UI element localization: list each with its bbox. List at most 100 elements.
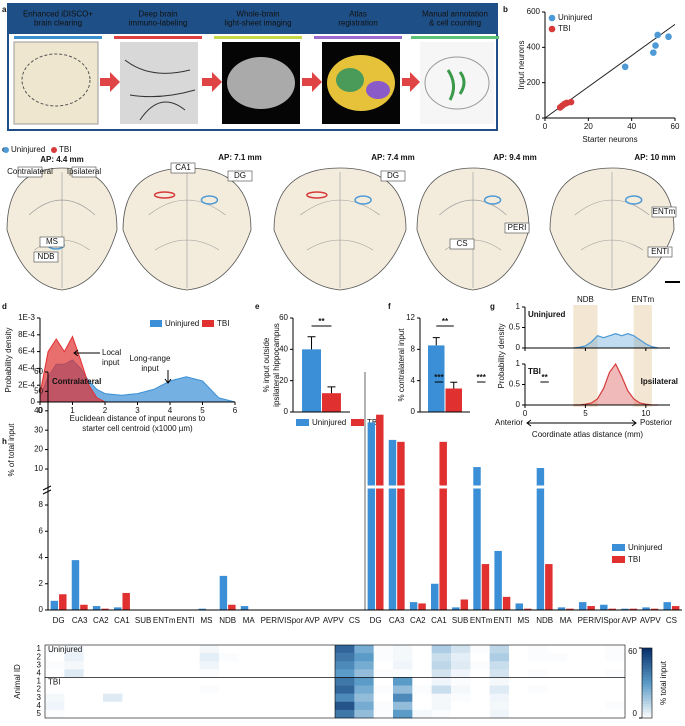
- heatmap-cell: [122, 669, 142, 678]
- heatmap-cell: [470, 685, 490, 694]
- bar: [587, 606, 595, 610]
- heatmap-cell: [431, 661, 452, 670]
- heatmap-cell: [296, 661, 316, 670]
- heatmap-cell: [257, 709, 278, 719]
- heatmap-cell: [412, 693, 432, 703]
- heatmap-cell: [412, 685, 432, 694]
- heatmap-cell: [431, 701, 452, 711]
- region-label: NDB: [577, 295, 594, 304]
- heatmap-cell: [180, 701, 200, 711]
- x-tick-label: DG: [370, 616, 382, 625]
- heatmap-cell: [238, 677, 258, 686]
- colorbar-step: [642, 648, 652, 652]
- heatmap-cell: [180, 669, 200, 678]
- point: [567, 98, 575, 106]
- direction-arrow: [526, 419, 637, 427]
- cell-cluster: [354, 195, 372, 205]
- y-tick-label: 8: [411, 344, 416, 353]
- region-box: [651, 206, 677, 218]
- heatmap-cell: [373, 677, 394, 686]
- heatmap-cell: [257, 645, 278, 654]
- image-detail: [227, 57, 295, 109]
- bar: [302, 349, 321, 412]
- region-label: PERI: [508, 223, 527, 232]
- heatmap-cell: [141, 693, 162, 703]
- region-band: [633, 305, 652, 407]
- heatmap-cell: [180, 709, 200, 719]
- region-box: [17, 166, 43, 178]
- heatmap-cell: [83, 693, 104, 703]
- heatmap-cell: [199, 653, 220, 662]
- heatmap-cell: [431, 685, 452, 694]
- colorbar-label: % total input: [659, 660, 668, 705]
- heatmap-cell: [470, 645, 490, 654]
- heatmap-cell: [257, 653, 278, 662]
- y-tick-label: 2E-4: [18, 380, 35, 389]
- x-tick-label: ENTl: [493, 616, 511, 625]
- heatmap-cell: [257, 677, 278, 686]
- row-label: 5: [37, 709, 42, 718]
- heatmap-cell: [567, 701, 587, 711]
- y-tick-label: 200: [527, 78, 541, 87]
- heatmap-cell: [103, 653, 123, 662]
- bar: [578, 602, 587, 610]
- bar: [101, 608, 109, 610]
- annotation: input: [141, 364, 159, 373]
- step-title: registration: [338, 19, 378, 28]
- heatmap-cell: [547, 709, 568, 719]
- colorbar-step: [642, 683, 652, 687]
- heatmap-cell: [528, 701, 548, 711]
- heatmap-cell: [605, 685, 626, 694]
- heatmap-cell: [122, 685, 142, 694]
- x-tick-label: 1: [70, 406, 75, 415]
- legend-label: Uninjured: [628, 543, 662, 552]
- heatmap-cell: [335, 685, 355, 694]
- heatmap-cell: [528, 653, 548, 662]
- heatmap-cell: [161, 661, 181, 670]
- heatmap-cell: [45, 693, 65, 703]
- heatmap-cell: [489, 653, 510, 662]
- step-title: Whole-brain: [236, 10, 279, 19]
- heatmap-cell: [489, 677, 510, 686]
- break-mark: [42, 485, 52, 495]
- heatmap-cell: [335, 709, 355, 719]
- heatmap-cell: [373, 661, 394, 670]
- region-label: ENTm: [631, 295, 654, 304]
- heatmap-cell: [141, 685, 162, 694]
- y-tick-label: 400: [527, 42, 541, 51]
- heatmap-cell: [528, 669, 548, 678]
- colorbar-step: [642, 671, 652, 675]
- brain-region: [148, 172, 226, 288]
- colorbar-step: [642, 700, 652, 704]
- heatmap-cell: [393, 709, 413, 719]
- heatmap-cell: [219, 693, 239, 703]
- y-tick-label: 2: [39, 579, 44, 588]
- y-tick-label: 30: [34, 425, 43, 434]
- colorbar-step: [642, 665, 652, 669]
- annotation: Long-range: [130, 354, 171, 363]
- bar: [621, 608, 629, 610]
- x-tick-label: DG: [53, 616, 65, 625]
- heatmap-cell: [509, 669, 529, 678]
- heatmap-cell: [45, 661, 65, 670]
- y-tick-label: 8E-4: [18, 330, 35, 339]
- heatmap-cell: [335, 701, 355, 711]
- heatmap-cell: [122, 709, 142, 719]
- heatmap-cell: [354, 669, 374, 678]
- legend-label: Uninjured: [558, 13, 592, 22]
- heatmap-cell: [296, 693, 316, 703]
- heatmap-cell: [451, 661, 471, 670]
- legend-label: Uninjured: [165, 319, 199, 328]
- heatmap-cell: [605, 645, 626, 654]
- image: [120, 42, 198, 124]
- heatmap-cell: [257, 693, 278, 703]
- y-axis-label: Probability density: [4, 328, 13, 393]
- colorbar-step: [642, 706, 652, 710]
- x-tick-label: PERI: [578, 616, 597, 625]
- heatmap-cell: [141, 661, 162, 670]
- image-outline: [21, 53, 91, 107]
- heatmap-cell: [161, 709, 181, 719]
- heatmap-cell: [219, 645, 239, 654]
- y-tick-label: 0: [411, 407, 416, 416]
- colorbar-step: [642, 656, 652, 661]
